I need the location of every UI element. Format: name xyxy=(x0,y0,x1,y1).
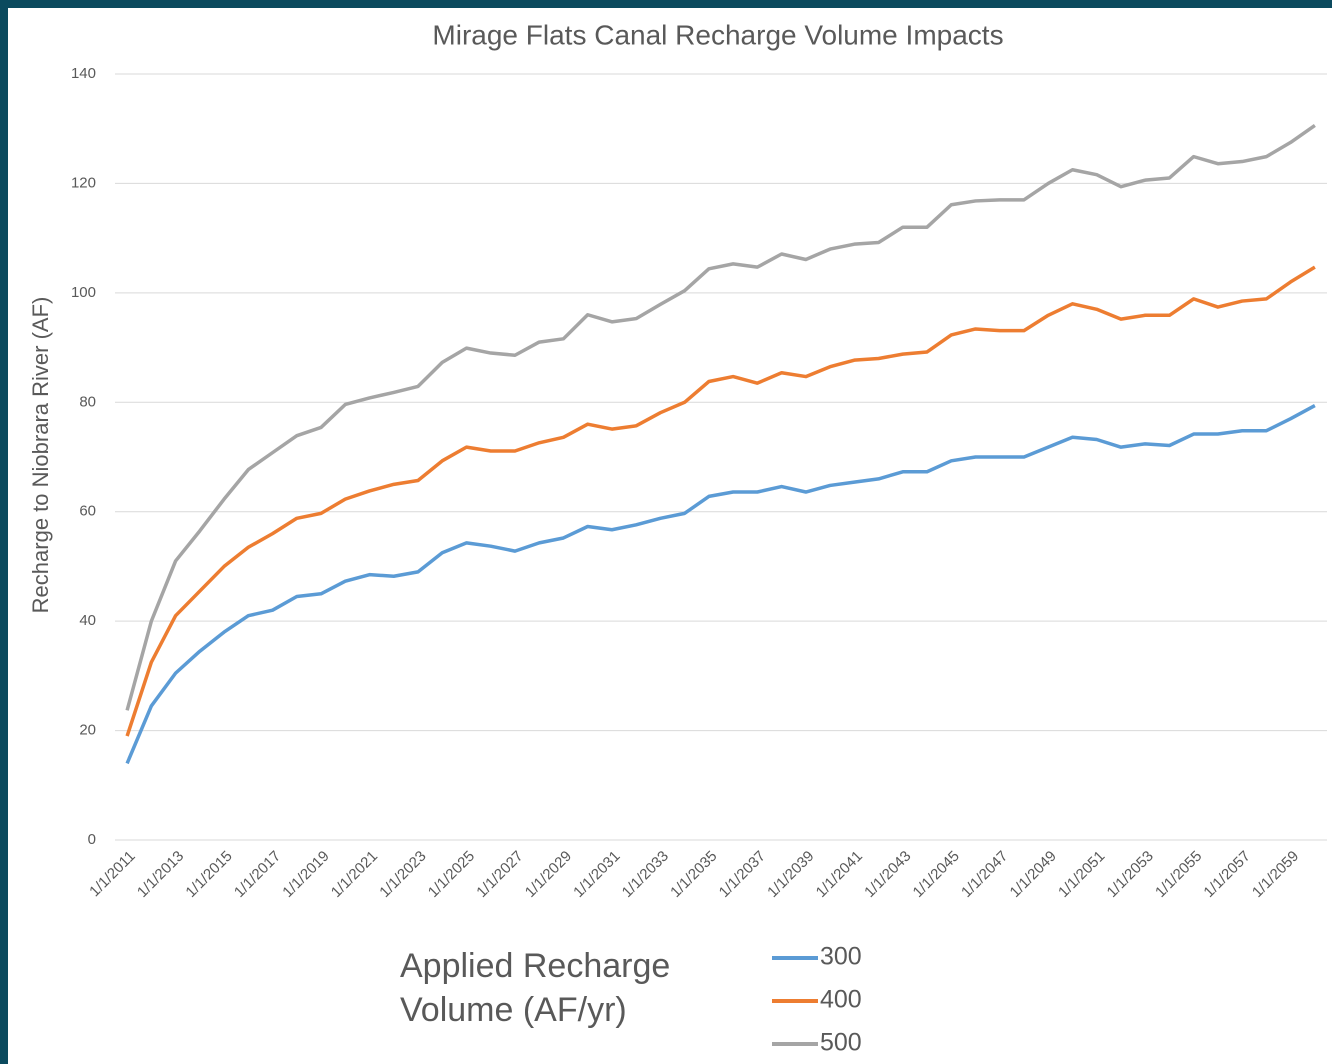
series-line xyxy=(125,265,1316,737)
y-tick-label: 40 xyxy=(79,612,96,629)
legend-label: 300 xyxy=(820,943,862,971)
y-tick-label: 0 xyxy=(88,831,96,848)
chart-title: Mirage Flats Canal Recharge Volume Impac… xyxy=(432,19,1003,50)
y-tick-label: 80 xyxy=(79,393,96,410)
series-line xyxy=(125,123,1316,711)
chart-background xyxy=(8,8,1332,1064)
y-tick-label: 60 xyxy=(79,503,96,520)
y-tick-label: 140 xyxy=(71,65,96,82)
legend-label: 500 xyxy=(820,1029,862,1057)
legend-label: 400 xyxy=(820,986,862,1014)
y-tick-label: 120 xyxy=(71,174,96,191)
y-tick-label: 20 xyxy=(79,722,96,739)
series-line xyxy=(125,404,1316,765)
y-axis-label: Recharge to Niobrara River (AF) xyxy=(28,297,53,614)
legend-title: Applied Recharge Volume (AF/yr) xyxy=(400,947,671,1029)
y-tick-label: 100 xyxy=(71,284,96,301)
